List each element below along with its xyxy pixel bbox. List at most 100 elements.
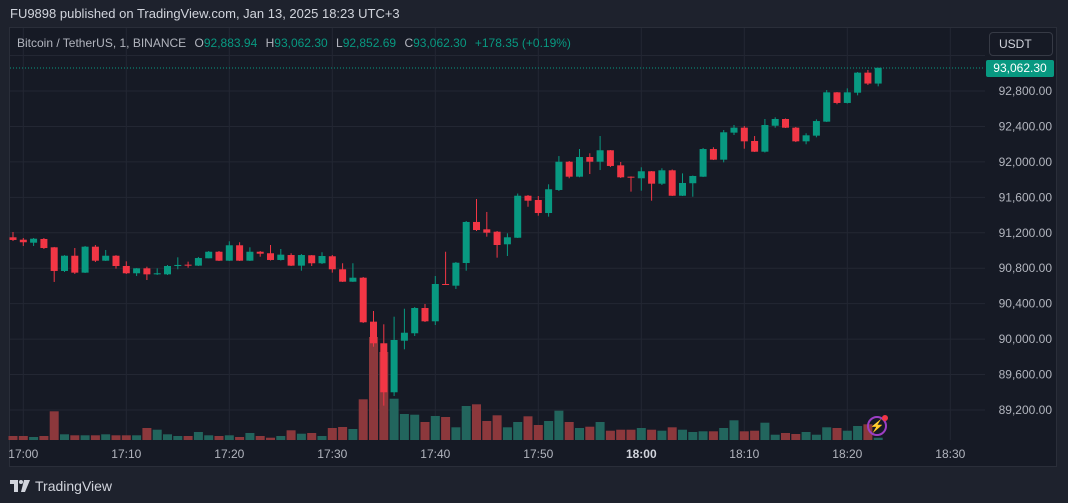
candle-body bbox=[812, 121, 820, 136]
candle bbox=[431, 276, 439, 326]
volume-bar bbox=[410, 414, 420, 440]
candle bbox=[421, 304, 429, 323]
candle-body bbox=[782, 119, 789, 128]
low-label: L bbox=[336, 36, 343, 50]
candle-body bbox=[50, 247, 58, 271]
candle bbox=[50, 246, 58, 282]
price-axis-label: 92,000.00 bbox=[999, 155, 1053, 169]
close-label: C bbox=[404, 36, 414, 50]
candle bbox=[720, 129, 728, 163]
candle-body bbox=[400, 332, 408, 341]
volume-bar bbox=[389, 398, 399, 440]
high-label: H bbox=[265, 36, 275, 50]
price-axis-label: 91,200.00 bbox=[999, 226, 1053, 240]
candle bbox=[297, 254, 305, 271]
candle-body bbox=[637, 171, 645, 179]
candle bbox=[782, 118, 789, 129]
candle-body bbox=[524, 195, 532, 201]
price-axis-label: 90,400.00 bbox=[999, 297, 1053, 311]
candle bbox=[874, 67, 882, 87]
candle bbox=[709, 147, 717, 161]
candle bbox=[802, 133, 810, 145]
open-value: 92,883.94 bbox=[203, 36, 258, 50]
candle-body bbox=[576, 157, 583, 177]
volume-bar bbox=[750, 430, 760, 440]
candle bbox=[287, 253, 295, 267]
price-axis-label: 90,000.00 bbox=[999, 332, 1053, 346]
candle bbox=[71, 248, 79, 274]
volume-bar bbox=[770, 434, 780, 440]
candle-body bbox=[19, 239, 27, 243]
notification-dot bbox=[882, 415, 888, 421]
ohlc-legend: Bitcoin / TetherUS, 1, BINANCE O92,883.9… bbox=[17, 36, 571, 50]
candle-body bbox=[61, 255, 68, 271]
candle bbox=[483, 211, 491, 237]
volume-bar bbox=[163, 434, 172, 440]
volume-bar bbox=[8, 436, 18, 440]
candle bbox=[133, 268, 141, 277]
volume-bar bbox=[39, 436, 49, 440]
candle-body bbox=[318, 255, 326, 264]
volume-bar bbox=[70, 435, 80, 440]
candle-body bbox=[411, 308, 419, 334]
candle bbox=[277, 248, 285, 261]
volume-bar bbox=[142, 428, 152, 440]
candle-body bbox=[503, 237, 511, 245]
volume-bar bbox=[348, 429, 358, 440]
volume-bar bbox=[472, 404, 481, 440]
candle-body bbox=[370, 321, 377, 344]
candle bbox=[267, 245, 274, 261]
candle-body bbox=[297, 255, 305, 266]
volume-bar bbox=[832, 428, 842, 440]
time-axis-label: 18:10 bbox=[729, 447, 759, 461]
volume-bar bbox=[286, 430, 296, 440]
candle bbox=[833, 91, 841, 105]
volume-bar bbox=[430, 416, 440, 440]
candle-body bbox=[761, 125, 769, 152]
candle-body bbox=[236, 245, 244, 261]
volume-bar bbox=[49, 411, 59, 440]
volume-bar bbox=[544, 421, 554, 440]
candle bbox=[91, 245, 99, 263]
candle bbox=[843, 88, 851, 104]
volume-bar bbox=[502, 427, 512, 440]
volume-bar bbox=[760, 422, 770, 440]
volume-bar bbox=[214, 436, 224, 440]
volume-bar bbox=[708, 431, 718, 440]
candle-body bbox=[833, 92, 841, 103]
candle-body bbox=[174, 264, 182, 267]
candle-body bbox=[246, 251, 254, 261]
price-axis-label: 91,600.00 bbox=[999, 190, 1053, 204]
volume-bar bbox=[667, 427, 677, 440]
candle bbox=[246, 247, 254, 261]
time-axis: 17:00 17:10 17:20 17:30 17:40 17:50 18:00 18:10… bbox=[8, 447, 965, 461]
candle bbox=[370, 311, 377, 347]
candle bbox=[648, 171, 656, 201]
candle bbox=[555, 156, 563, 191]
candle bbox=[215, 251, 223, 261]
lightning-icon[interactable]: ⚡ bbox=[867, 415, 888, 436]
candle-body bbox=[679, 182, 686, 196]
volume-bar bbox=[451, 427, 461, 440]
candles bbox=[9, 67, 882, 406]
time-axis-label: 17:40 bbox=[420, 447, 450, 461]
symbol-name[interactable]: Bitcoin / TetherUS, 1, BINANCE bbox=[17, 36, 187, 50]
price-axis-label: 89,200.00 bbox=[999, 403, 1053, 417]
volume-bar bbox=[564, 422, 574, 440]
candle bbox=[40, 238, 48, 249]
currency-button[interactable]: USDT bbox=[989, 32, 1053, 56]
candle bbox=[586, 153, 594, 175]
candle-body bbox=[874, 67, 882, 84]
candle-body bbox=[205, 251, 213, 259]
candle-body bbox=[164, 266, 171, 275]
volume-bar bbox=[338, 427, 348, 440]
candle-body bbox=[689, 175, 697, 184]
candle-body bbox=[102, 255, 110, 261]
chart-frame[interactable] bbox=[9, 27, 1057, 467]
candle bbox=[61, 255, 68, 273]
volume-bar bbox=[853, 426, 863, 440]
volume-bar bbox=[224, 435, 234, 440]
candle-body bbox=[802, 135, 810, 142]
candle-body bbox=[514, 195, 522, 238]
